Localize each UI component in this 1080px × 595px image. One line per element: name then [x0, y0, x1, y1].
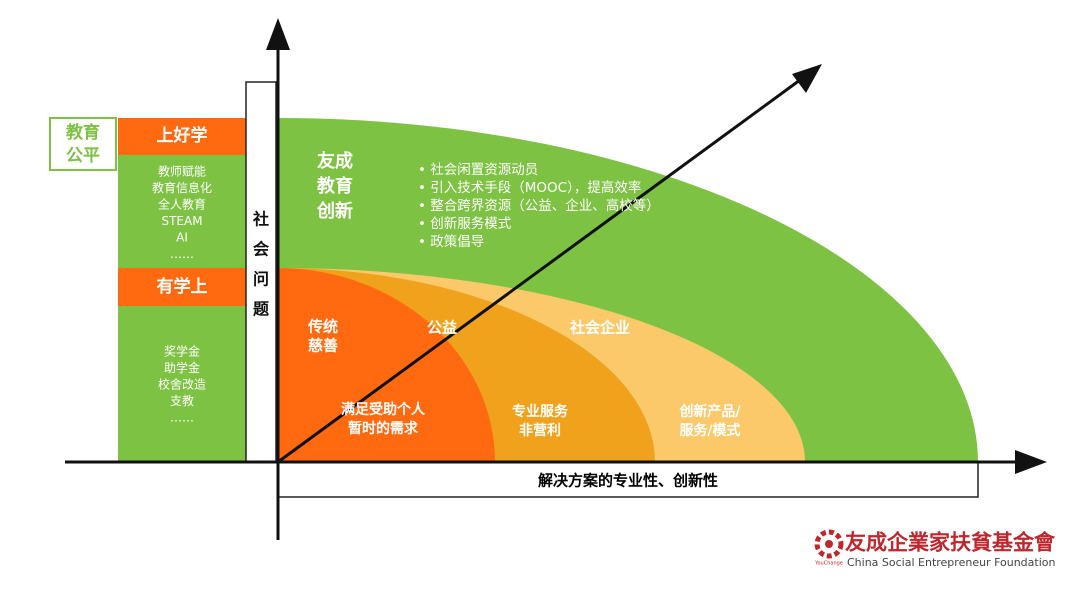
section-item: 教育信息化 [152, 180, 212, 195]
zone-name: 公益 [427, 319, 457, 337]
diagonal-axis [277, 78, 801, 464]
bullet: • 引入技术手段（MOOC），提高效率 [418, 179, 641, 196]
section-header [118, 118, 246, 155]
bullet: • 政策倡导 [418, 233, 484, 250]
logo-name: 友成企業家扶貧基金會 [845, 530, 1056, 555]
zone-name: 慈善 [308, 337, 338, 355]
section-item: 助学金 [164, 360, 200, 375]
section-item: 教师赋能 [158, 164, 206, 179]
region-title: 创新 [316, 200, 353, 222]
bullet: • 社会闲置资源动员 [418, 162, 538, 178]
section-item: 校舍改造 [158, 377, 206, 392]
zone-desc: 非营利 [519, 422, 561, 439]
panel-label: 公平 [66, 146, 100, 166]
arrow [1015, 450, 1047, 474]
zone-name: 社会企业 [569, 319, 630, 337]
x-label-box [277, 461, 979, 498]
logo-brand: YouChange [814, 561, 843, 567]
arrow [792, 64, 822, 93]
arrow [266, 18, 290, 50]
section-item: 全人教育 [158, 197, 206, 212]
section-header [118, 268, 246, 306]
y-label-box [245, 81, 277, 463]
zone-name: 传统 [307, 318, 338, 336]
y-axis-label: 社 [252, 210, 269, 229]
zone-desc: 服务/模式 [679, 422, 740, 439]
section-item: 支教 [170, 393, 194, 408]
section-item: STEAM [161, 214, 202, 228]
section-item: 奖学金 [164, 344, 200, 359]
panel-label: 教育 [65, 122, 100, 143]
section-item: …… [170, 411, 194, 425]
y-axis-label: 题 [253, 300, 270, 319]
zone-desc: 创新产品/ [678, 403, 741, 420]
zone-desc: 专业服务 [512, 403, 569, 420]
y-axis-label: 会 [253, 240, 269, 259]
y-axis-label: 问 [253, 270, 269, 289]
section-body [118, 155, 246, 268]
zone-desc: 满足受助个人 [341, 401, 426, 418]
charity-region [278, 268, 495, 462]
section-item: …… [170, 247, 194, 261]
x-axis-label: 解决方案的专业性、创新性 [538, 472, 718, 490]
bullet: • 创新服务模式 [418, 216, 512, 232]
bullet: • 整合跨界资源（公益、企业、高校等） [418, 197, 660, 214]
region-title: 教育 [317, 175, 353, 197]
logo-icon [814, 529, 844, 559]
region-title: 友成 [317, 150, 353, 172]
section-item: AI [176, 231, 188, 245]
section-title: 上好学 [157, 125, 208, 146]
logo-english: China Social Entrepreneur Foundation [847, 556, 1056, 569]
section-body [118, 306, 246, 462]
section-title: 有学上 [157, 276, 208, 297]
label-box [49, 117, 117, 171]
zone-desc: 暂时的需求 [348, 420, 419, 437]
